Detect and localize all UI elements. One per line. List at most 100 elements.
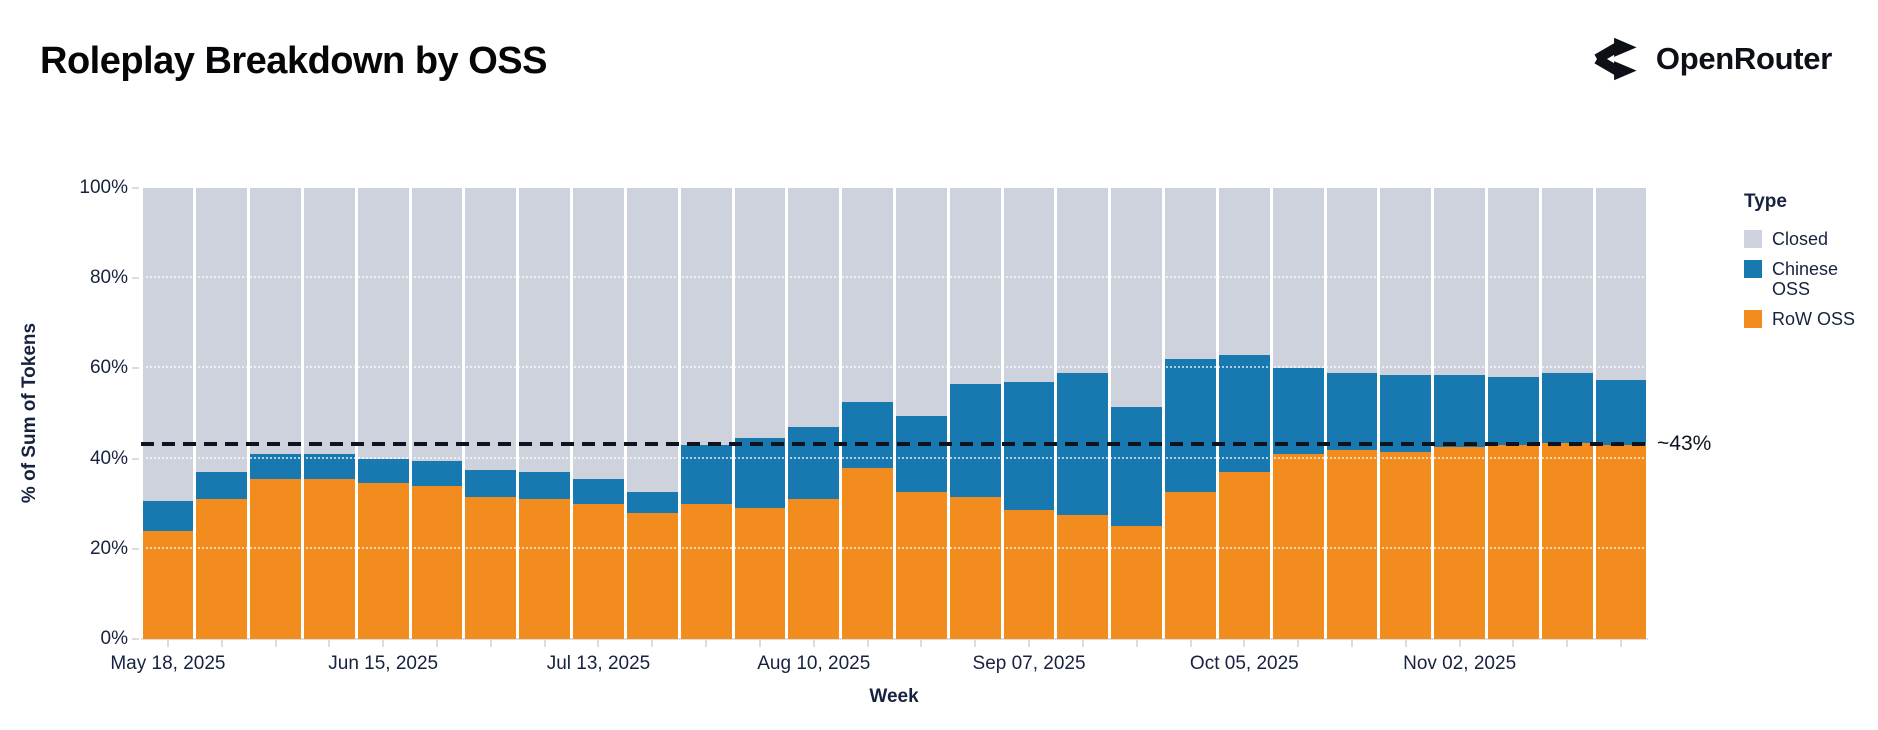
stacked-bar[interactable] [1218,188,1270,639]
bar-segment-closed[interactable] [1434,188,1486,376]
bar-segment-closed[interactable] [411,188,463,461]
stacked-bar[interactable] [1165,188,1216,639]
stacked-bar[interactable] [411,188,463,639]
bar-segment-chinese-oss[interactable] [842,402,893,468]
stacked-bar[interactable] [303,188,355,639]
bar-segment-closed[interactable] [1380,188,1432,376]
bar-segment-chinese-oss[interactable] [1488,377,1539,446]
bar-segment-row-oss[interactable] [1003,510,1055,639]
bar-segment-chinese-oss[interactable] [357,458,409,484]
bar-segment-chinese-oss[interactable] [626,492,678,513]
bar-segment-closed[interactable] [142,188,194,502]
stacked-bar[interactable] [1380,188,1432,639]
bar-segment-closed[interactable] [1488,188,1539,378]
stacked-bar[interactable] [573,188,624,639]
bar-segment-closed[interactable] [303,188,355,455]
bar-segment-chinese-oss[interactable] [196,472,248,500]
bar-segment-closed[interactable] [519,188,571,473]
bar-segment-chinese-oss[interactable] [1218,354,1270,473]
stacked-bar[interactable] [1434,188,1486,639]
bar-segment-closed[interactable] [734,188,786,439]
bar-segment-chinese-oss[interactable] [788,427,840,500]
bar-segment-row-oss[interactable] [1111,526,1163,639]
bar-segment-row-oss[interactable] [680,503,732,639]
stacked-bar[interactable] [465,188,517,639]
bar-segment-closed[interactable] [788,188,840,428]
bar-segment-row-oss[interactable] [303,478,355,639]
bar-segment-chinese-oss[interactable] [1272,368,1324,455]
bar-segment-row-oss[interactable] [573,503,624,639]
bar-segment-chinese-oss[interactable] [250,454,301,479]
stacked-bar[interactable] [1595,188,1647,639]
bar-segment-row-oss[interactable] [357,483,409,639]
stacked-bar[interactable] [250,188,301,639]
stacked-bar[interactable] [196,188,248,639]
bar-segment-closed[interactable] [1595,188,1647,380]
bar-segment-row-oss[interactable] [1434,447,1486,639]
bar-segment-closed[interactable] [1111,188,1163,407]
legend-item-chinese-oss[interactable]: Chinese OSS [1744,259,1874,300]
bar-segment-chinese-oss[interactable] [1380,375,1432,452]
bar-segment-chinese-oss[interactable] [896,415,947,493]
stacked-bar[interactable] [1488,188,1539,639]
bar-segment-closed[interactable] [573,188,624,479]
stacked-bar[interactable] [626,188,678,639]
stacked-bar[interactable] [1057,188,1109,639]
bar-segment-row-oss[interactable] [196,499,248,639]
bar-segment-row-oss[interactable] [842,467,893,639]
bar-segment-row-oss[interactable] [1488,445,1539,639]
stacked-bar[interactable] [788,188,840,639]
stacked-bar[interactable] [949,188,1001,639]
bar-segment-closed[interactable] [626,188,678,493]
bar-segment-chinese-oss[interactable] [573,478,624,504]
bar-segment-closed[interactable] [250,188,301,455]
bar-segment-chinese-oss[interactable] [1165,359,1216,493]
stacked-bar[interactable] [1541,188,1593,639]
bar-segment-row-oss[interactable] [896,492,947,639]
stacked-bar[interactable] [680,188,732,639]
bar-segment-closed[interactable] [465,188,517,470]
bar-segment-chinese-oss[interactable] [1595,379,1647,446]
bar-segment-chinese-oss[interactable] [1111,406,1163,527]
bar-segment-chinese-oss[interactable] [734,438,786,509]
legend-item-row-oss[interactable]: RoW OSS [1744,309,1874,330]
bar-segment-row-oss[interactable] [1272,454,1324,639]
stacked-bar[interactable] [142,188,194,639]
bar-segment-closed[interactable] [1218,188,1270,355]
bar-segment-row-oss[interactable] [1057,514,1109,639]
bar-segment-closed[interactable] [1165,188,1216,360]
bar-segment-closed[interactable] [1272,188,1324,369]
bar-segment-closed[interactable] [949,188,1001,385]
stacked-bar[interactable] [1111,188,1163,639]
bar-segment-row-oss[interactable] [465,496,517,639]
bar-segment-chinese-oss[interactable] [519,472,571,500]
bar-segment-chinese-oss[interactable] [1326,372,1378,450]
bar-segment-chinese-oss[interactable] [142,501,194,531]
stacked-bar[interactable] [896,188,947,639]
bar-segment-chinese-oss[interactable] [411,460,463,486]
bar-segment-row-oss[interactable] [1218,472,1270,639]
bar-segment-closed[interactable] [1326,188,1378,373]
stacked-bar[interactable] [1003,188,1055,639]
bar-segment-closed[interactable] [196,188,248,473]
bar-segment-chinese-oss[interactable] [465,469,517,497]
bar-segment-chinese-oss[interactable] [1541,372,1593,443]
stacked-bar[interactable] [842,188,893,639]
bar-segment-row-oss[interactable] [626,512,678,639]
bar-segment-row-oss[interactable] [1595,445,1647,639]
bar-segment-row-oss[interactable] [411,485,463,639]
bar-segment-closed[interactable] [842,188,893,403]
bar-segment-closed[interactable] [1541,188,1593,373]
bar-segment-row-oss[interactable] [734,508,786,639]
bar-segment-chinese-oss[interactable] [303,454,355,479]
bar-segment-row-oss[interactable] [1541,442,1593,639]
bar-segment-row-oss[interactable] [1326,449,1378,639]
bar-segment-row-oss[interactable] [1165,492,1216,639]
bar-segment-chinese-oss[interactable] [1434,375,1486,448]
bar-segment-chinese-oss[interactable] [680,445,732,504]
bar-segment-chinese-oss[interactable] [1003,381,1055,511]
bar-segment-row-oss[interactable] [949,496,1001,639]
bar-segment-chinese-oss[interactable] [949,384,1001,497]
stacked-bar[interactable] [357,188,409,639]
bar-segment-closed[interactable] [896,188,947,416]
